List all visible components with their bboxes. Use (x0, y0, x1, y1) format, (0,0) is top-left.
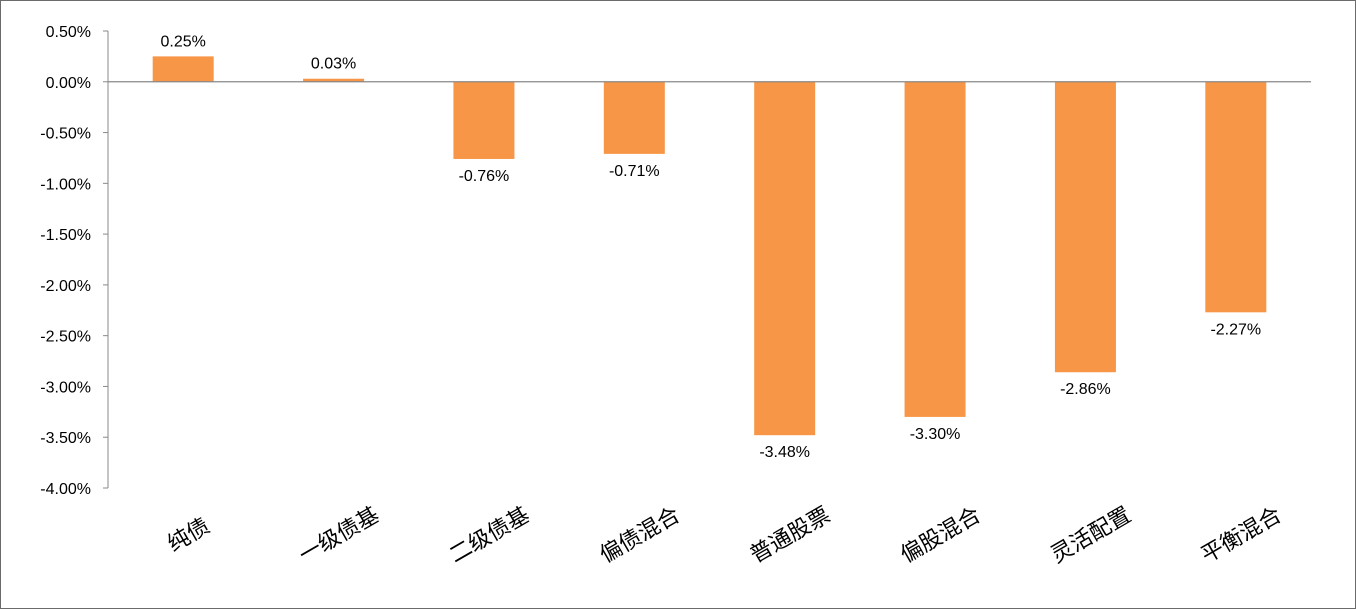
data-label: -2.27% (1210, 321, 1261, 338)
data-label: -2.86% (1060, 381, 1111, 398)
bar (1054, 81, 1116, 373)
category-label: 偏债混合 (596, 503, 685, 569)
data-label: 0.03% (311, 56, 356, 73)
y-tick-label: -1.00% (40, 176, 91, 193)
category-label: 偏股混合 (896, 503, 985, 569)
bar (904, 81, 966, 417)
bar (453, 81, 515, 159)
y-tick-label: -3.50% (40, 430, 91, 447)
category-label: 平衡混合 (1197, 503, 1286, 569)
bar (754, 81, 816, 436)
data-label: -3.48% (759, 444, 810, 461)
category-label: 灵活配置 (1047, 503, 1136, 569)
category-labels: 纯债 一级债基 二级债基 偏债混合 普通股票 偏股混合 灵活配置 平衡混合 (164, 503, 1286, 569)
data-label: -0.71% (609, 163, 660, 180)
category-label: 二级债基 (445, 503, 534, 569)
y-tick-label: 0.00% (46, 75, 91, 92)
bar (303, 78, 365, 82)
y-tick-label: -1.50% (40, 227, 91, 244)
y-tick-label: 0.50% (46, 24, 91, 41)
y-tick-label: -2.00% (40, 278, 91, 295)
y-tick-label: -4.00% (40, 481, 91, 498)
data-label: -3.30% (910, 426, 961, 443)
data-label: 0.25% (161, 33, 206, 50)
y-tick-label: -2.50% (40, 329, 91, 346)
y-axis: 0.50% 0.00% -0.50% -1.00% -1.50% -2.00% -2.50%… (40, 24, 109, 498)
category-label: 普通股票 (746, 503, 835, 569)
bar (152, 56, 214, 82)
category-label: 一级债基 (295, 503, 384, 569)
data-labels: 0.25% 0.03% -0.76% -0.71% -3.48% -3.30% -2.86%… (161, 33, 1262, 461)
y-tick-label: -3.00% (40, 379, 91, 396)
bar-series (152, 56, 1267, 436)
bar (1205, 81, 1267, 313)
y-tick-label: -0.50% (40, 126, 91, 143)
bar (603, 81, 665, 154)
category-label: 纯债 (164, 514, 215, 558)
data-label: -0.76% (459, 168, 510, 185)
